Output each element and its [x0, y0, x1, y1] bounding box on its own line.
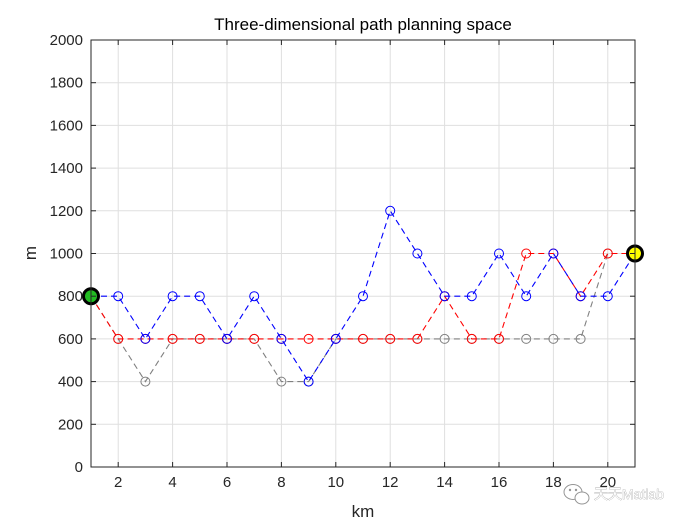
- data-point: [412, 333, 423, 344]
- x-tick-label: 18: [545, 474, 562, 491]
- data-point: [358, 291, 368, 302]
- y-tick-label: 1600: [50, 117, 83, 134]
- data-point: [575, 291, 586, 302]
- data-point: [521, 248, 532, 259]
- data-point: [494, 333, 504, 344]
- data-point: [167, 291, 178, 302]
- data-point: [276, 333, 287, 344]
- y-tick-label: 1400: [50, 160, 83, 177]
- data-point: [249, 291, 260, 302]
- data-point: [358, 333, 368, 344]
- y-tick-label: 400: [58, 374, 83, 391]
- watermark: 天天Matlab: [563, 484, 665, 505]
- y-axis-label: m: [21, 246, 40, 260]
- ticks: 2 4 6 8 10 12 14 16 18 20020040060080010001200140…: [50, 32, 635, 491]
- data-point: [602, 248, 613, 259]
- data-point: [249, 333, 260, 344]
- data-point: [140, 333, 151, 344]
- data-point: [548, 333, 559, 344]
- watermark-text: 天天Matlab: [594, 486, 664, 502]
- y-tick-label: 1800: [50, 75, 83, 92]
- data-point: [439, 333, 450, 344]
- y-tick-label: 1000: [50, 246, 83, 263]
- series-3: [86, 205, 640, 387]
- data-point: [303, 376, 314, 387]
- data-point: [521, 333, 532, 344]
- data-point: [140, 376, 151, 387]
- data-point: [194, 291, 205, 302]
- data-point: [113, 333, 124, 344]
- data-point: [466, 291, 477, 302]
- x-tick-label: 10: [327, 474, 344, 491]
- x-tick-label: 4: [168, 474, 176, 491]
- data-point: [330, 333, 341, 344]
- data-point: [602, 291, 613, 302]
- data-point: [276, 376, 287, 387]
- data-point: [575, 333, 586, 344]
- x-tick-label: 20: [599, 474, 616, 491]
- data-point: [494, 248, 504, 259]
- data-point: [303, 333, 314, 344]
- y-tick-label: 600: [58, 331, 83, 348]
- x-tick-label: 14: [436, 474, 453, 491]
- y-tick-label: 200: [58, 416, 83, 433]
- data-point: [113, 291, 124, 302]
- x-tick-label: 6: [223, 474, 231, 491]
- x-axis-label: km: [352, 502, 375, 521]
- y-tick-label: 0: [75, 459, 83, 476]
- x-tick-label: 16: [491, 474, 508, 491]
- data-point: [194, 333, 205, 344]
- data-point: [466, 333, 477, 344]
- data-point: [412, 248, 423, 259]
- data-point: [439, 291, 450, 302]
- y-tick-label: 1200: [50, 203, 83, 220]
- y-tick-label: 800: [58, 288, 83, 305]
- data-point: [222, 333, 232, 344]
- x-tick-label: 12: [382, 474, 399, 491]
- x-tick-label: 2: [114, 474, 122, 491]
- series-line: [90, 252, 635, 340]
- data-point: [385, 333, 396, 344]
- grid: [91, 39, 635, 468]
- y-tick-label: 2000: [50, 32, 83, 49]
- series-line: [91, 209, 636, 383]
- data-point: [548, 248, 559, 259]
- wechat-icon: [563, 484, 590, 505]
- data-point: [385, 205, 396, 216]
- x-tick-label: 8: [277, 474, 285, 491]
- chart-title: Three-dimensional path planning space: [214, 15, 512, 34]
- data-point: [521, 291, 532, 302]
- data-point: [167, 333, 178, 344]
